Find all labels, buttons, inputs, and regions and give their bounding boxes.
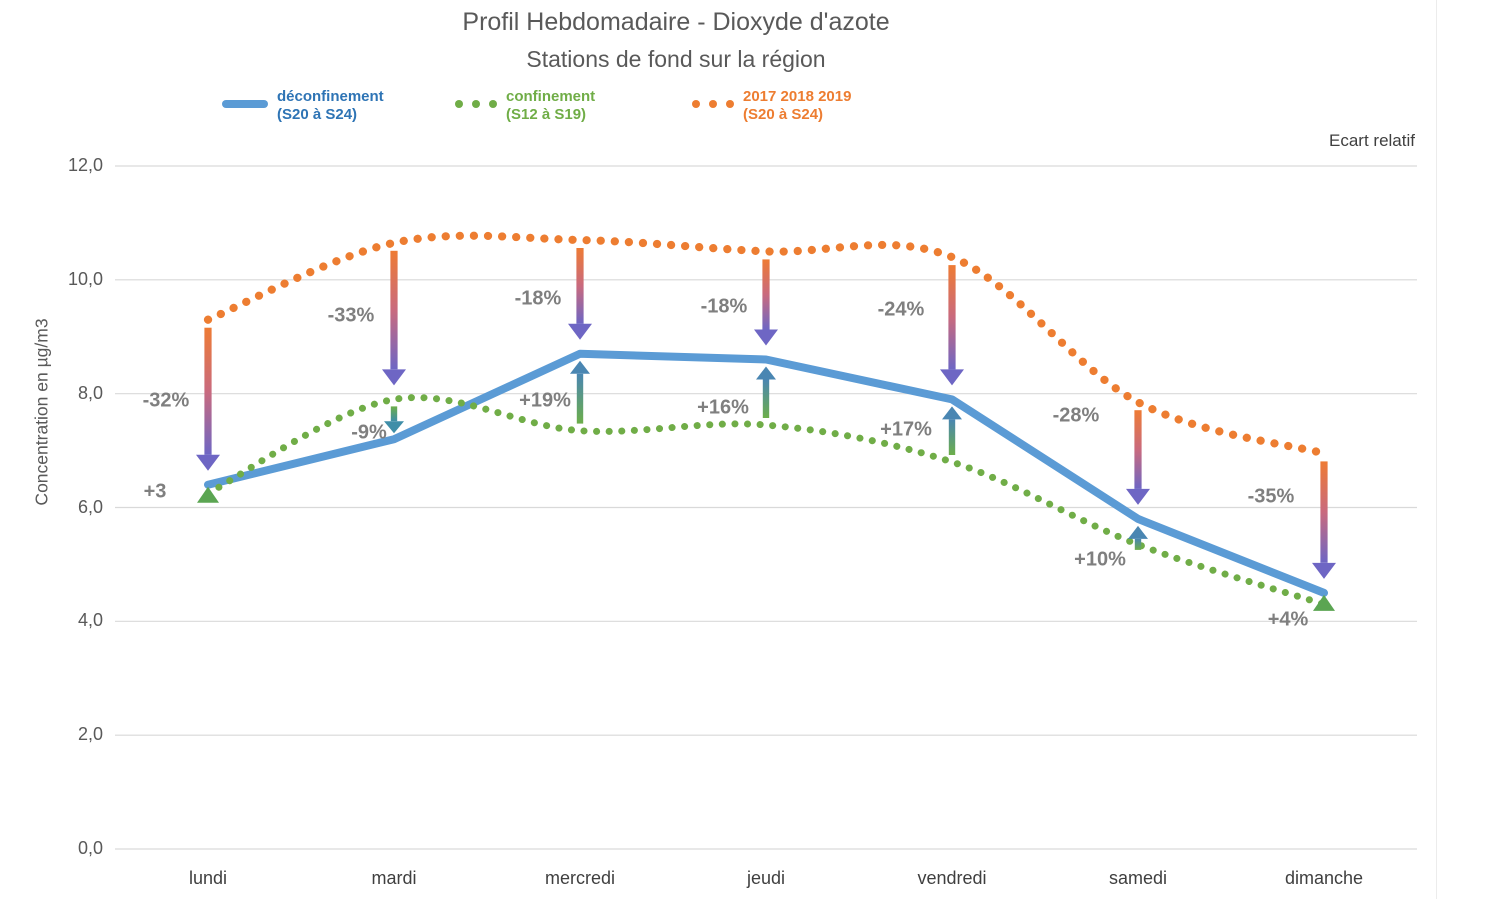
avg-2017-2019-dots-swatch <box>692 100 734 124</box>
ecart-up-label-mardi: -9% <box>351 421 387 444</box>
ecart-up-arrow-samedi <box>1128 525 1148 550</box>
legend-label-line2: (S20 à S24) <box>277 106 358 123</box>
legend-label-line1: déconfinement <box>277 88 384 105</box>
ecart-up-label-vendredi: +17% <box>880 418 932 441</box>
x-axis-label-lundi: lundi <box>188 868 228 888</box>
x-axis-label-mardi: mardi <box>371 868 417 888</box>
ecart-up-arrow-vendredi <box>942 406 962 455</box>
ecart-down-arrow-samedi <box>1126 410 1150 505</box>
ecart-up-label-samedi: +10% <box>1074 548 1126 571</box>
ecart-up-label-lundi: +3 <box>143 480 167 503</box>
ecart-down-label-dimanche: -35% <box>1247 485 1295 508</box>
legend-label-line2: (S20 à S24) <box>743 106 824 123</box>
chart-subtitle: Stations de fond sur la région <box>526 46 826 72</box>
chart-border <box>1436 0 1437 899</box>
ecart-down-arrow-dimanche <box>1312 461 1336 579</box>
y-tick-label-6,0: 6,0 <box>77 496 103 517</box>
ecart-down-arrow-mardi <box>382 250 406 386</box>
chart-title: Profil Hebdomadaire - Dioxyde d'azote <box>462 8 890 36</box>
ecart-down-label-jeudi: -18% <box>700 295 748 318</box>
y-tick-label-2,0: 2,0 <box>77 724 103 745</box>
ecart-down-label-lundi: -32% <box>142 389 190 412</box>
ecart-down-arrow-jeudi <box>754 259 778 346</box>
ecart-down-arrow-vendredi <box>940 265 964 386</box>
swatch-dot <box>726 100 734 108</box>
x-axis-label-dimanche: dimanche <box>1284 868 1364 888</box>
confinement-dots-swatch <box>455 100 497 124</box>
y-tick-label-4,0: 4,0 <box>77 610 103 631</box>
ecart-up-triangle-dimanche <box>1313 594 1335 611</box>
legend-item-deconfinement: déconfinement (S20 à S24) <box>222 88 384 124</box>
legend-label-line2: (S12 à S19) <box>506 106 587 123</box>
y-tick-label-0,0: 0,0 <box>77 838 103 858</box>
ecart-up-arrow-mercredi <box>570 360 590 424</box>
ecart-down-label-vendredi: -24% <box>877 298 925 321</box>
deconfinement-line-swatch <box>222 100 268 108</box>
ecart-up-label-mercredi: +19% <box>519 389 571 412</box>
ecart-relatif-label: Ecart relatif <box>1329 131 1415 150</box>
legend-label-line1: confinement <box>506 88 596 105</box>
ecart-up-triangle-lundi <box>197 486 219 503</box>
ecart-up-label-dimanche: +4% <box>1267 608 1309 631</box>
swatch-dot <box>455 100 463 108</box>
x-axis-label-vendredi: vendredi <box>917 868 987 888</box>
y-tick-label-12,0: 12,0 <box>67 155 103 175</box>
series-deconfinement-line <box>204 349 1328 597</box>
ecart-up-label-jeudi: +16% <box>697 396 749 419</box>
ecart-down-label-mercredi: -18% <box>514 287 562 310</box>
ecart-down-label-samedi: -28% <box>1052 404 1100 427</box>
ecart-small-down-arrow-mardi <box>384 406 404 434</box>
legend-item-avg-2017-2019: 2017 2018 2019 (S20 à S24) <box>692 88 851 124</box>
swatch-dot <box>489 100 497 108</box>
ecart-down-arrow-lundi <box>196 327 220 471</box>
legend-label-deconfinement: déconfinement (S20 à S24) <box>277 88 384 124</box>
x-axis-label-samedi: samedi <box>1108 868 1168 888</box>
ecart-down-arrow-mercredi <box>568 248 592 340</box>
legend-label-avg-2017-2019: 2017 2018 2019 (S20 à S24) <box>743 88 851 124</box>
legend-label-line1: 2017 2018 2019 <box>743 88 852 105</box>
series-avg-2017-2019-line <box>203 231 1329 458</box>
x-axis-label-jeudi: jeudi <box>746 868 786 888</box>
legend-item-confinement: confinement (S12 à S19) <box>455 88 595 124</box>
swatch-dot <box>709 100 717 108</box>
swatch-dot <box>692 100 700 108</box>
y-tick-label-8,0: 8,0 <box>77 382 103 403</box>
swatch-dot <box>472 100 480 108</box>
legend-label-confinement: confinement (S12 à S19) <box>506 88 595 124</box>
ecart-up-arrow-jeudi <box>756 366 776 418</box>
y-tick-label-10,0: 10,0 <box>67 268 103 289</box>
ecart-down-label-mardi: -33% <box>327 304 375 327</box>
x-axis-label-mercredi: mercredi <box>544 868 616 888</box>
